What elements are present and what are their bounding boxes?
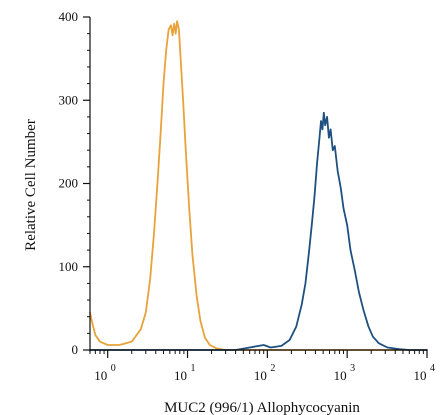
x-tick-exponent: 1 (191, 363, 196, 374)
x-tick-label: 10 (254, 368, 267, 383)
x-tick-exponent: 2 (270, 363, 275, 374)
series-line-orange (89, 20, 428, 351)
x-tick-exponent: 4 (430, 363, 435, 374)
y-tick-label: 0 (72, 342, 79, 357)
axes-layer (89, 17, 427, 352)
x-tick-label: 10 (94, 368, 107, 383)
x-tick-label: 10 (414, 368, 427, 383)
x-axis-title: MUC2 (996/1) Allophycocyanin (164, 400, 360, 415)
x-tick-exponent: 0 (111, 363, 116, 374)
x-tick-exponent: 3 (350, 363, 355, 374)
y-tick-label: 400 (59, 9, 79, 24)
y-tick-label: 300 (59, 92, 79, 107)
series-line-blue (89, 111, 428, 351)
y-axis-title: Relative Cell Number (23, 119, 39, 251)
y-tick-label: 100 (59, 259, 79, 274)
x-tick-label: 10 (174, 368, 187, 383)
series-layer (89, 20, 428, 351)
y-tick-label: 200 (59, 176, 79, 191)
x-tick-label: 10 (334, 368, 347, 383)
